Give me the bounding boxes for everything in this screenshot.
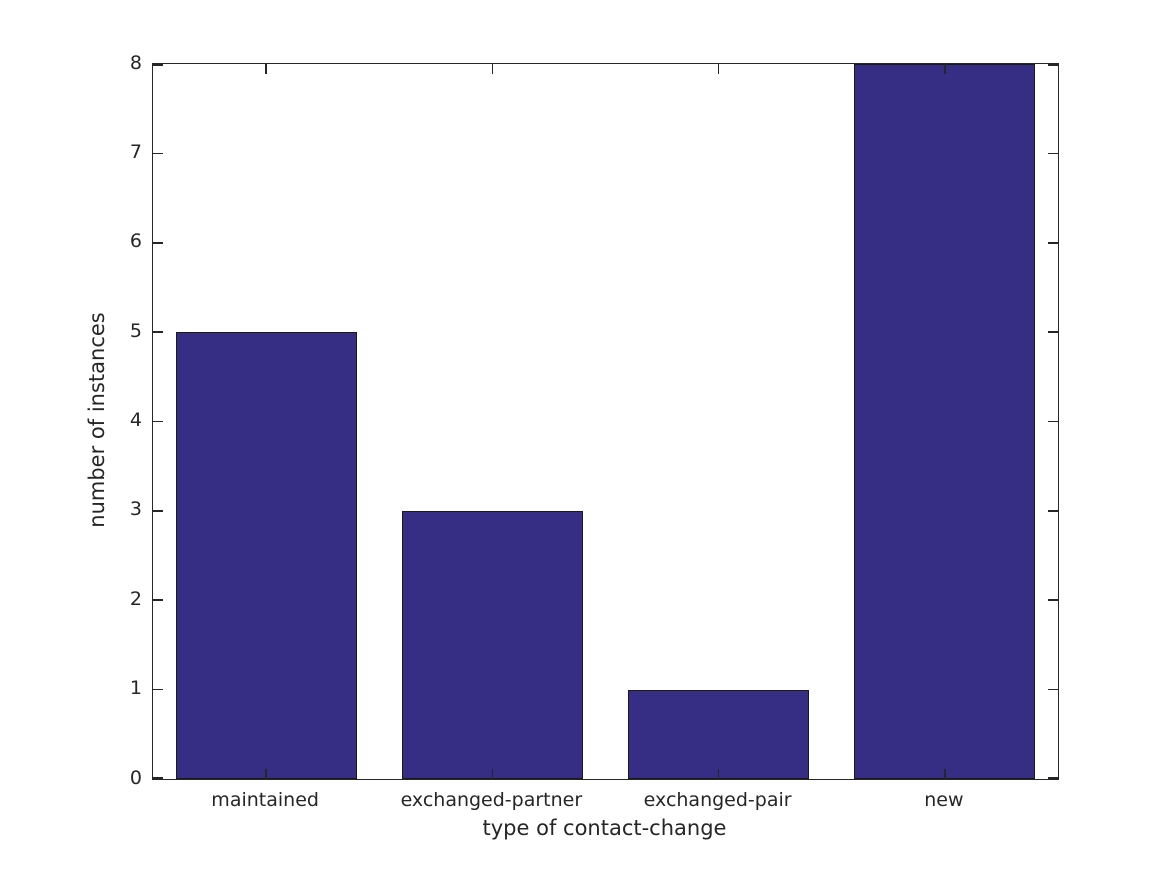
y-tick-label: 7	[129, 140, 142, 163]
bar-new	[854, 64, 1036, 779]
x-tick-mark	[265, 64, 267, 74]
x-tick-mark	[491, 769, 494, 779]
y-tick-mark	[1048, 420, 1058, 423]
y-tick-mark	[153, 420, 163, 423]
bar-maintained	[175, 332, 357, 779]
x-axis-label: type of contact-change	[482, 816, 727, 840]
y-tick-mark	[153, 152, 163, 155]
y-tick-mark	[1048, 241, 1058, 244]
x-tick-label: exchanged-partner	[400, 789, 583, 811]
x-tick-mark	[944, 769, 946, 779]
y-tick-mark	[1048, 688, 1058, 691]
y-tick-mark	[1048, 599, 1058, 602]
y-tick-label: 2	[129, 587, 142, 610]
y-tick-mark	[153, 688, 163, 691]
y-tick-mark	[153, 64, 163, 66]
x-tick-mark	[265, 769, 267, 779]
x-tick-label: new	[924, 789, 964, 811]
y-tick-mark	[153, 510, 163, 512]
y-tick-mark	[1048, 331, 1058, 333]
x-tick-mark	[491, 64, 494, 74]
y-tick-label: 5	[129, 319, 142, 342]
y-tick-label: 6	[129, 230, 142, 253]
y-tick-label: 0	[129, 766, 142, 789]
y-tick-mark	[153, 777, 163, 779]
x-tick-label: maintained	[211, 789, 319, 811]
y-tick-label: 8	[129, 51, 142, 74]
bar-exchanged-partner	[401, 510, 583, 779]
y-tick-label: 3	[129, 498, 142, 521]
y-tick-mark	[1048, 64, 1058, 66]
x-tick-mark	[717, 64, 720, 74]
y-tick-mark	[1048, 777, 1058, 779]
y-tick-label: 4	[129, 409, 142, 431]
y-tick-label: 1	[129, 677, 142, 700]
y-tick-mark	[153, 241, 163, 244]
y-tick-mark	[153, 331, 163, 333]
y-tick-mark	[1048, 152, 1058, 155]
y-tick-mark	[153, 599, 163, 602]
plot-area	[152, 63, 1059, 780]
x-tick-mark	[717, 769, 720, 779]
y-tick-mark	[1048, 510, 1058, 512]
x-tick-mark	[944, 64, 946, 74]
bar-exchanged-pair	[628, 689, 810, 779]
x-tick-label: exchanged-pair	[643, 789, 792, 811]
